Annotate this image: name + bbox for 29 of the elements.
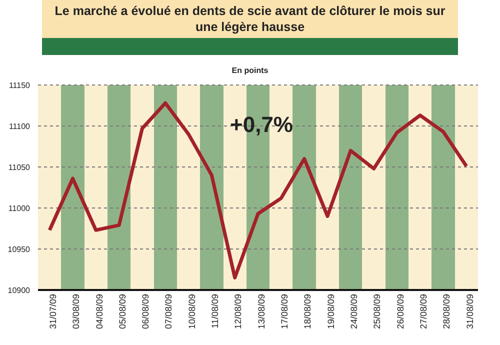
y-tick-label: 11000 bbox=[8, 204, 31, 213]
x-tick-label: 06/08/09 bbox=[140, 294, 151, 330]
x-tick-label: 11/08/09 bbox=[210, 294, 220, 328]
x-tick-label: 07/08/09 bbox=[164, 294, 174, 330]
x-tick-label: 25/08/09 bbox=[372, 294, 382, 330]
x-tick-label: 13/08/09 bbox=[256, 294, 266, 330]
x-tick-label: 19/08/09 bbox=[326, 294, 336, 330]
x-tick-label: 28/08/09 bbox=[442, 294, 452, 330]
x-tick-label: 12/08/09 bbox=[233, 294, 244, 330]
x-tick-label: 03/08/09 bbox=[71, 294, 82, 330]
chart-title: Le marché a évolué en dents de scie avant de clôturer le mois sur une légère hausse bbox=[42, 0, 458, 38]
y-axis-title: En points bbox=[230, 66, 270, 75]
x-tick-label: 27/08/09 bbox=[418, 294, 428, 330]
y-tick-label: 10950 bbox=[8, 244, 31, 254]
x-tick-label: 31/07/09 bbox=[48, 294, 58, 330]
y-tick-label: 11050 bbox=[8, 162, 31, 172]
y-tick-label: 10900 bbox=[8, 286, 31, 295]
y-tick-label: 11150 bbox=[8, 80, 31, 90]
x-tick-label: 17/08/09 bbox=[280, 294, 290, 330]
x-tick-label: 26/08/09 bbox=[395, 294, 406, 330]
x-tick-label: 31/08/09 bbox=[464, 294, 475, 330]
x-tick-label: 04/08/09 bbox=[94, 294, 104, 330]
x-tick-label: 10/08/09 bbox=[186, 294, 197, 330]
y-tick-label: 11100 bbox=[8, 122, 31, 131]
x-tick-label: 18/08/09 bbox=[302, 294, 313, 330]
line-series bbox=[48, 101, 468, 280]
annotation: +0,7% bbox=[230, 112, 293, 138]
x-tick-label: 05/08/09 bbox=[117, 294, 128, 330]
x-tick-label: 24/08/09 bbox=[349, 294, 360, 330]
